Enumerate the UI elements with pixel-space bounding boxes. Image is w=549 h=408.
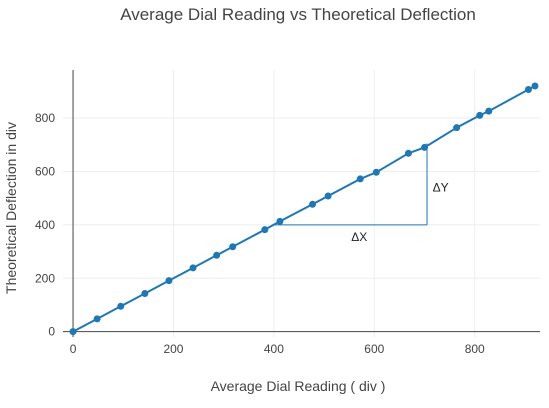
annotation-0: ΔX [351, 230, 367, 244]
data-point-2 [117, 302, 125, 310]
data-point-17 [476, 111, 484, 119]
data-point-6 [213, 251, 221, 259]
data-point-19 [524, 85, 532, 93]
y-tick-label-4: 800 [35, 111, 55, 125]
x-tick-label-0: 0 [70, 342, 77, 356]
data-point-15 [421, 143, 429, 151]
y-tick-label-1: 200 [35, 271, 55, 285]
x-tick-label-4: 800 [465, 342, 485, 356]
data-point-10 [309, 200, 317, 208]
data-point-4 [165, 277, 173, 285]
grid-layer [63, 70, 540, 337]
data-point-18 [485, 107, 493, 115]
x-tick-label-2: 400 [264, 342, 284, 356]
y-tick-label-2: 400 [35, 218, 55, 232]
data-point-3 [141, 289, 149, 297]
annotation-layer: ΔX ΔY [273, 143, 449, 244]
y-tick-label-0: 0 [48, 325, 55, 339]
chart-title: Average Dial Reading vs Theoretical Defl… [120, 5, 476, 24]
data-point-9 [276, 217, 284, 225]
x-tick-label-3: 600 [364, 342, 384, 356]
x-tick-label-1: 200 [163, 342, 183, 356]
y-tick-label-3: 600 [35, 164, 55, 178]
y-axis-label: Theoretical Deflection in div [3, 122, 19, 294]
plot-layer [69, 82, 539, 336]
data-point-13 [372, 168, 380, 176]
annotation-1: ΔY [433, 180, 449, 194]
data-point-12 [356, 175, 364, 183]
data-point-1 [93, 315, 101, 323]
data-point-20 [531, 82, 539, 90]
x-axis-label: Average Dial Reading ( div ) [211, 378, 386, 394]
data-point-16 [453, 124, 461, 132]
data-point-7 [229, 243, 237, 251]
data-point-5 [189, 264, 197, 272]
data-point-11 [324, 192, 332, 200]
data-point-14 [404, 149, 412, 157]
data-point-8 [261, 226, 269, 234]
axes-layer: 0 200 400 600 800 0 200 400 600 800 [35, 70, 540, 356]
data-point-0 [69, 328, 77, 336]
